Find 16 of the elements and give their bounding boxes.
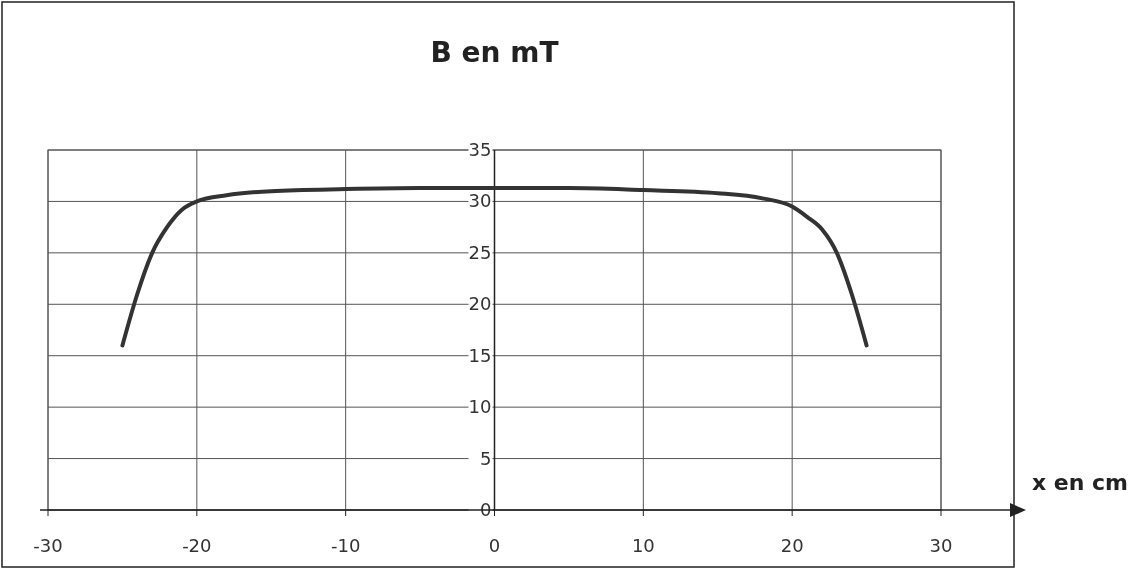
x-tick-label: -30: [33, 535, 63, 556]
y-tick-label: 10: [468, 396, 492, 418]
x-tick-label: 10: [631, 535, 655, 556]
x-tick-label: -10: [330, 535, 361, 556]
y-tick-label: 25: [468, 241, 492, 263]
y-tick-label: 35: [468, 139, 492, 160]
y-tick-label: 15: [468, 344, 492, 366]
x-axis-title: x en cm: [1031, 470, 1129, 495]
x-tick-label: 20: [780, 535, 804, 556]
y-tick-label: 30: [468, 190, 492, 212]
line-series: [120, 186, 869, 348]
y-tick-label: 20: [468, 293, 492, 315]
chart-title: B en mT: [430, 36, 559, 69]
x-tick-label: 30: [929, 535, 953, 556]
x-tick-label: -20: [182, 535, 212, 556]
y-tick-label: 5: [480, 447, 492, 469]
